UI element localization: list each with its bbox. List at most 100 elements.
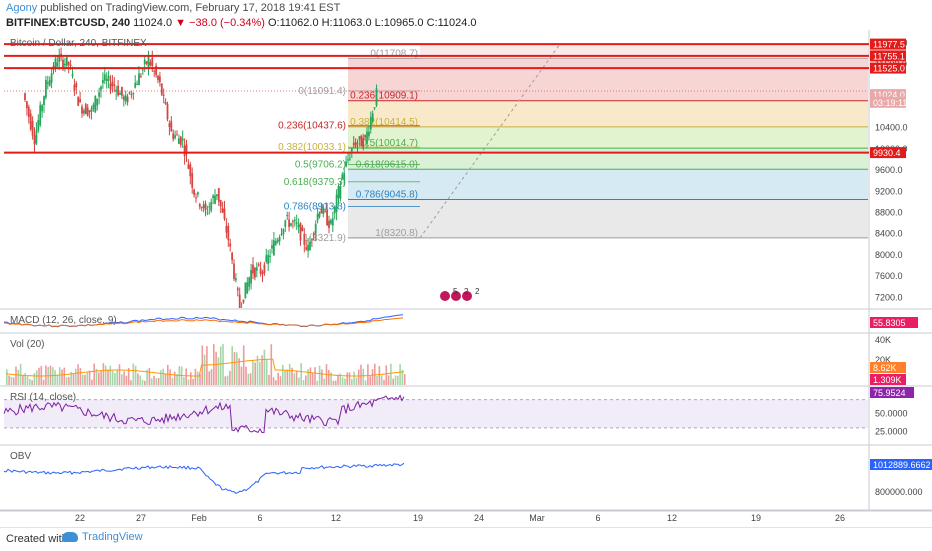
candle-body — [278, 236, 281, 242]
volume-bar — [295, 370, 298, 385]
candle-body — [206, 212, 209, 214]
volume-bar — [242, 345, 245, 385]
candle-body — [333, 206, 336, 214]
volume-bar — [79, 368, 82, 385]
volume-bar — [272, 377, 275, 385]
candle-body — [189, 164, 192, 177]
volume-bar — [65, 377, 68, 385]
volume-bar — [75, 368, 77, 385]
volume-bar — [376, 375, 378, 385]
fib-label: 0.236(10909.1) — [350, 91, 418, 102]
candle-body — [221, 208, 224, 213]
candle-body — [202, 204, 205, 209]
value-tag — [870, 459, 932, 470]
candle-body — [339, 185, 342, 199]
volume-bar — [93, 363, 95, 385]
volume-bar — [265, 359, 268, 385]
candle-body — [284, 220, 287, 227]
value-tag — [870, 362, 906, 373]
candle-body — [64, 63, 66, 66]
price-tag-label: 11977.5 — [873, 40, 905, 50]
volume-bar — [254, 362, 256, 385]
candle-body — [267, 254, 270, 265]
author-link[interactable]: Agony — [6, 2, 38, 14]
volume-bar — [169, 369, 171, 385]
candle-body — [307, 244, 309, 251]
volume-bar — [286, 369, 289, 385]
volume-bar — [42, 379, 45, 385]
volume-bar — [88, 370, 91, 385]
candle-body — [160, 83, 163, 95]
price-tick-label: 10400.0 — [875, 123, 908, 133]
price-tick-label: 8400.0 — [875, 229, 903, 239]
candle-body — [347, 159, 349, 161]
candle-body — [345, 161, 347, 167]
volume-bar — [132, 363, 135, 385]
volume-bar — [123, 371, 125, 385]
candle-body — [98, 92, 100, 97]
candle-body — [69, 64, 72, 67]
volume-bar — [176, 374, 178, 385]
candle-body — [318, 212, 321, 218]
volume-bar — [139, 375, 141, 385]
volume-bar — [17, 369, 20, 385]
volume-bar — [337, 374, 339, 385]
rsi-title: RSI (14, close) — [10, 392, 76, 403]
volume-bar — [332, 380, 335, 385]
volume-value-label: 1.309K — [873, 375, 902, 385]
price-tick-label: 8800.0 — [875, 208, 903, 218]
candle-body — [373, 107, 376, 109]
candle-body — [46, 82, 49, 84]
candle-body — [58, 56, 61, 62]
candle-body — [231, 252, 233, 261]
date-tick-label: Mar — [529, 513, 545, 523]
candle-body — [117, 85, 119, 96]
candle-body — [185, 144, 188, 155]
candle-body — [37, 119, 40, 131]
candle-body — [255, 267, 258, 271]
volume-bar — [141, 379, 144, 385]
value-tag — [870, 374, 906, 385]
event-count: 2 — [475, 287, 480, 296]
volume-bar — [355, 377, 358, 385]
candle-body — [164, 101, 167, 105]
volume-bar — [95, 368, 98, 385]
volume-bar — [8, 375, 10, 385]
candle-body — [252, 264, 254, 274]
volume-bar — [224, 376, 227, 385]
candle-body — [41, 105, 43, 112]
candle-body — [312, 233, 315, 236]
candle-body — [324, 211, 327, 213]
candle-body — [309, 242, 311, 250]
volume-bar — [118, 364, 121, 385]
candle-body — [71, 74, 74, 77]
candle-body — [159, 76, 161, 82]
volume-bar — [56, 375, 59, 385]
tradingview-logo[interactable]: TradingView — [62, 531, 143, 543]
candle-body — [90, 108, 93, 112]
volume-bar — [277, 372, 279, 385]
volume-bar — [150, 378, 153, 385]
candle-body — [197, 192, 199, 195]
candle-body — [375, 88, 378, 106]
volume-bar — [249, 373, 252, 385]
volume-bar — [256, 355, 259, 385]
candle-body — [157, 75, 159, 80]
candle-body — [84, 104, 87, 115]
brand-name: TradingView — [82, 531, 143, 543]
price-tag-label: 03:19:11 — [873, 98, 907, 108]
macd-signal-line — [3, 317, 404, 327]
candle-body — [274, 241, 277, 245]
candle-body — [48, 80, 51, 86]
candle-body — [176, 134, 178, 136]
candle-body — [35, 130, 38, 144]
trading-chart[interactable]: 0(11708.7) 0.236(10909.1) 0.382(10414.5) 0.… — [0, 0, 932, 527]
volume-bar — [288, 363, 291, 385]
date-tick-label: 24 — [474, 513, 484, 523]
candle-body — [198, 204, 201, 207]
volume-bar — [323, 378, 325, 385]
candle-body — [305, 247, 308, 250]
candle-body — [322, 207, 325, 215]
price-tick-label: 7600.0 — [875, 271, 903, 281]
volume-bar — [114, 372, 116, 385]
